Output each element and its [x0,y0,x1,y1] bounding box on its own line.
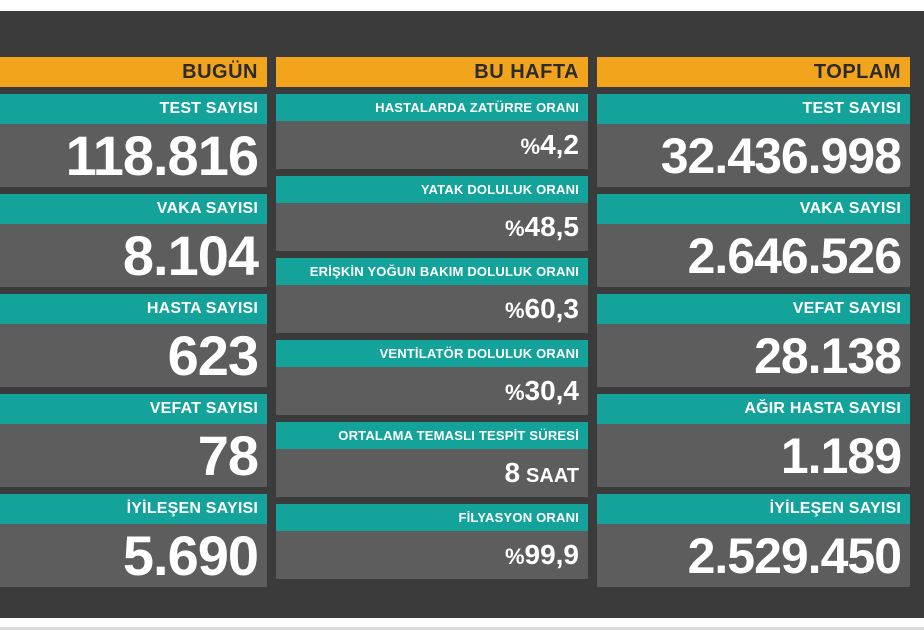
percent-sign: % [504,216,525,241]
stats-board: BUGÜN TEST SAYISI 118.816 VAKA SAYISI 8.… [0,11,924,618]
today-recovered-label: İYİLEŞEN SAYISI [0,494,267,524]
week-ventilator-value: %30,4 [276,367,588,415]
week-bed-value: %48,5 [276,203,588,251]
week-icu-value: %60,3 [276,285,588,333]
week-ventilator-label: VENTİLATÖR DOLULUK ORANI [276,340,588,367]
total-critical-value: 1.189 [597,424,910,487]
today-recovered-value: 5.690 [0,524,267,587]
total-case-card: VAKA SAYISI 2.646.526 [597,194,910,287]
today-recovered-card: İYİLEŞEN SAYISI 5.690 [0,494,267,587]
total-recovered-card: İYİLEŞEN SAYISI 2.529.450 [597,494,910,587]
week-header: BU HAFTA [276,57,588,87]
today-case-label: VAKA SAYISI [0,194,267,224]
week-bed-card: YATAK DOLULUK ORANI %48,5 [276,176,588,251]
total-death-label: VEFAT SAYISI [597,294,910,324]
week-contact-number: 8 [504,457,521,488]
today-case-card: VAKA SAYISI 8.104 [0,194,267,287]
total-recovered-label: İYİLEŞEN SAYISI [597,494,910,524]
week-pneumonia-value: %4,2 [276,121,588,169]
percent-sign: % [504,380,525,405]
week-icu-label: ERİŞKİN YOĞUN BAKIM DOLULUK ORANI [276,258,588,285]
total-critical-card: AĞIR HASTA SAYISI 1.189 [597,394,910,487]
percent-sign: % [520,134,541,159]
week-pneumonia-label: HASTALARDA ZATÜRRE ORANI [276,94,588,121]
week-contact-label: ORTALAMA TEMASLI TESPİT SÜRESİ [276,422,588,449]
week-filiation-number: 99,9 [524,539,580,570]
week-contact-card: ORTALAMA TEMASLI TESPİT SÜRESİ 8 SAAT [276,422,588,497]
week-pneumonia-card: HASTALARDA ZATÜRRE ORANI %4,2 [276,94,588,169]
week-filiation-card: FİLYASYON ORANI %99,9 [276,504,588,579]
week-filiation-label: FİLYASYON ORANI [276,504,588,531]
today-patient-label: HASTA SAYISI [0,294,267,324]
total-recovered-value: 2.529.450 [597,524,910,587]
today-death-value: 78 [0,424,267,487]
total-death-card: VEFAT SAYISI 28.138 [597,294,910,387]
today-death-card: VEFAT SAYISI 78 [0,394,267,487]
today-death-label: VEFAT SAYISI [0,394,267,424]
today-case-value: 8.104 [0,224,267,287]
total-case-label: VAKA SAYISI [597,194,910,224]
week-pneumonia-number: 4,2 [540,129,579,160]
week-contact-value: 8 SAAT [276,449,588,497]
today-test-card: TEST SAYISI 118.816 [0,94,267,187]
percent-sign: % [504,298,525,323]
week-contact-unit: SAAT [526,465,579,487]
percent-sign: % [504,544,525,569]
today-test-label: TEST SAYISI [0,94,267,124]
total-test-value: 32.436.998 [597,124,910,187]
week-icu-card: ERİŞKİN YOĞUN BAKIM DOLULUK ORANI %60,3 [276,258,588,333]
today-header: BUGÜN [0,57,267,87]
week-ventilator-number: 30,4 [524,375,580,406]
total-critical-label: AĞIR HASTA SAYISI [597,394,910,424]
week-bed-number: 48,5 [524,211,580,242]
total-test-label: TEST SAYISI [597,94,910,124]
today-column: BUGÜN TEST SAYISI 118.816 VAKA SAYISI 8.… [0,57,267,587]
total-case-value: 2.646.526 [597,224,910,287]
today-patient-card: HASTA SAYISI 623 [0,294,267,387]
total-column: TOPLAM TEST SAYISI 32.436.998 VAKA SAYIS… [597,57,910,587]
week-icu-number: 60,3 [524,293,580,324]
total-test-card: TEST SAYISI 32.436.998 [597,94,910,187]
week-ventilator-card: VENTİLATÖR DOLULUK ORANI %30,4 [276,340,588,415]
week-column: BU HAFTA HASTALARDA ZATÜRRE ORANI %4,2 Y… [276,57,588,579]
bottom-divider [0,627,924,630]
today-test-value: 118.816 [0,124,267,187]
today-patient-value: 623 [0,324,267,387]
week-bed-label: YATAK DOLULUK ORANI [276,176,588,203]
total-death-value: 28.138 [597,324,910,387]
week-filiation-value: %99,9 [276,531,588,579]
total-header: TOPLAM [597,57,910,87]
